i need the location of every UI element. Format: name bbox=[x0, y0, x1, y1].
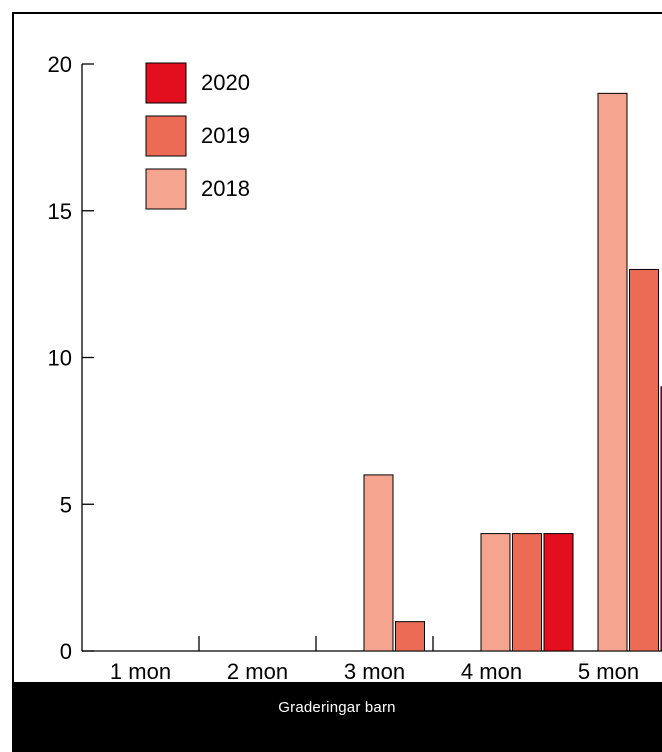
bar-2018-3-mon bbox=[363, 474, 394, 652]
bar-2019-3-mon bbox=[395, 621, 425, 652]
bar-2019-5-mon bbox=[629, 268, 659, 652]
bar-2018-5-mon bbox=[597, 92, 628, 652]
x-tick-label: 1 mon bbox=[110, 659, 171, 684]
legend-swatch-2018 bbox=[145, 168, 187, 210]
legend-swatch-2020 bbox=[145, 62, 187, 104]
chart-bars bbox=[363, 92, 662, 652]
legend-swatch-2019 bbox=[145, 115, 187, 157]
legend-label-2020: 2020 bbox=[201, 70, 250, 95]
x-tick-label: 4 mon bbox=[461, 659, 522, 684]
caption-bar: Graderingar barn bbox=[12, 682, 662, 752]
y-tick-label: 10 bbox=[48, 346, 72, 371]
bar-2019-4-mon bbox=[512, 533, 542, 652]
legend-label-2018: 2018 bbox=[201, 176, 250, 201]
x-tick-label: 3 mon bbox=[344, 659, 405, 684]
y-tick-label: 20 bbox=[48, 52, 72, 77]
x-tick-label: 5 mon bbox=[578, 659, 639, 684]
y-tick-label: 5 bbox=[60, 492, 72, 517]
chart-legend: 2020 2019 2018 bbox=[145, 62, 250, 210]
legend-label-2019: 2019 bbox=[201, 123, 250, 148]
y-tick-label: 15 bbox=[48, 199, 72, 224]
y-tick-label: 0 bbox=[60, 639, 72, 664]
x-tick-label: 2 mon bbox=[227, 659, 288, 684]
bar-2018-4-mon bbox=[480, 533, 511, 652]
bar-2020-4-mon bbox=[543, 533, 574, 652]
chart-caption: Graderingar barn bbox=[278, 699, 396, 716]
